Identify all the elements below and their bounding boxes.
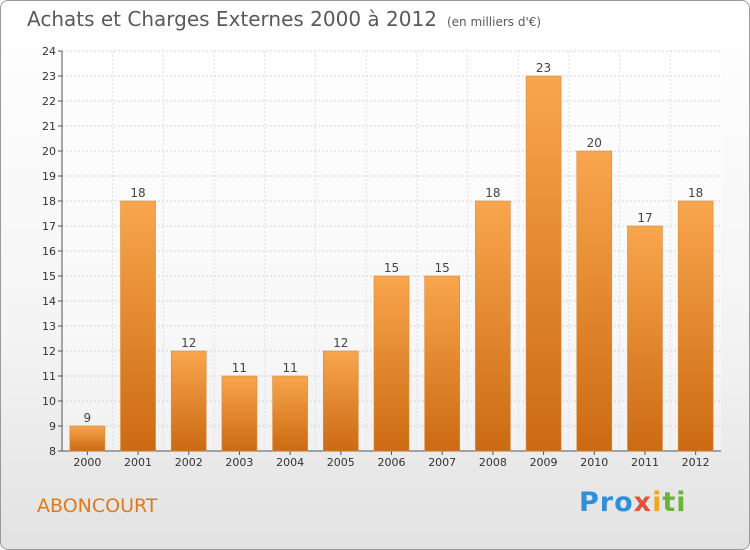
bar-2002 — [170, 350, 207, 452]
y-tick-label-21: 21 — [42, 120, 56, 133]
chart-title-text: Achats et Charges Externes 2000 à 2012 — [27, 7, 437, 31]
bar-2007 — [424, 275, 460, 452]
x-tick-label-2011: 2011 — [631, 456, 659, 469]
x-tick-label-2010: 2010 — [580, 456, 608, 469]
bar-2006 — [373, 275, 410, 452]
y-tick-label-17: 17 — [42, 220, 56, 233]
bar-2000 — [69, 425, 106, 452]
y-tick-label-16: 16 — [42, 245, 56, 258]
x-tick-label-2005: 2005 — [327, 456, 355, 469]
labels: 2000 9 2001 18 2002 12 2003 11 2004 11 2005 12 2006 1… — [73, 61, 709, 469]
bar-2009 — [525, 75, 562, 452]
y-tick-label-22: 22 — [42, 95, 56, 108]
x-tick-label-2012: 2012 — [682, 456, 710, 469]
y-tick-label-12: 12 — [42, 345, 56, 358]
y-tick-label-9: 9 — [49, 420, 56, 433]
bar-2004 — [272, 375, 308, 452]
y-tick-label-13: 13 — [42, 320, 56, 333]
data-label-2011: 17 — [637, 211, 652, 225]
y-tick-label-10: 10 — [42, 395, 56, 408]
y-tick-label-15: 15 — [42, 270, 56, 283]
data-label-2001: 18 — [130, 186, 145, 200]
x-tick-label-2002: 2002 — [175, 456, 203, 469]
x-tick-label-2000: 2000 — [73, 456, 101, 469]
x-tick-label-2007: 2007 — [428, 456, 456, 469]
data-label-2005: 12 — [333, 336, 348, 350]
y-tick-label-18: 18 — [42, 195, 56, 208]
x-tick-label-2001: 2001 — [124, 456, 152, 469]
bar-2010 — [576, 150, 613, 452]
bar-2011 — [627, 225, 663, 452]
y-tick-label-11: 11 — [42, 370, 56, 383]
bar-2003 — [221, 375, 258, 452]
bar-2001 — [120, 200, 156, 452]
y-tick-label-8: 8 — [49, 445, 56, 458]
data-label-2009: 23 — [536, 61, 551, 75]
y-tick-label-20: 20 — [42, 145, 56, 158]
x-tick-label-2003: 2003 — [225, 456, 253, 469]
chart-subtitle: (en milliers d'€) — [446, 15, 542, 29]
bar-2008 — [475, 200, 511, 452]
x-tick-label-2004: 2004 — [276, 456, 304, 469]
x-tick-label-2009: 2009 — [530, 456, 558, 469]
data-label-2006: 15 — [384, 261, 399, 275]
data-label-2010: 20 — [587, 136, 602, 150]
x-tick-label-2006: 2006 — [378, 456, 406, 469]
x-tick-label-2008: 2008 — [479, 456, 507, 469]
data-label-2012: 18 — [688, 186, 703, 200]
data-label-2002: 12 — [181, 336, 196, 350]
proxiti-logo[interactable]: Proxiti — [579, 487, 687, 518]
bars — [69, 75, 714, 452]
commune-name: ABONCOURT — [37, 495, 158, 517]
bar-2005 — [323, 350, 359, 452]
data-label-2003: 11 — [232, 361, 247, 375]
y-tick-label-24: 24 — [42, 45, 56, 58]
data-label-2008: 18 — [485, 186, 500, 200]
bar-2012 — [677, 200, 714, 452]
y-tick-label-14: 14 — [42, 295, 56, 308]
data-label-2000: 9 — [84, 411, 92, 425]
y-tick-label-19: 19 — [42, 170, 56, 183]
chart-title: Achats et Charges Externes 2000 à 2012 (e… — [27, 7, 541, 31]
y-tick-label-23: 23 — [42, 70, 56, 83]
data-label-2004: 11 — [282, 361, 297, 375]
data-label-2007: 15 — [435, 261, 450, 275]
